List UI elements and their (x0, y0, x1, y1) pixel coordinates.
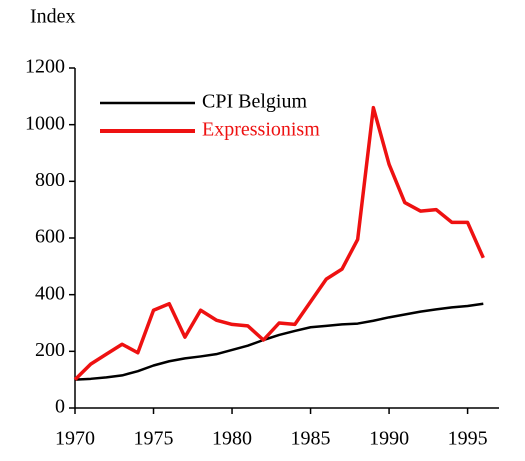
series-line (73, 105, 485, 381)
y-tick-label: 200 (35, 339, 65, 361)
series-line (74, 302, 484, 381)
y-tick-label: 1200 (25, 56, 65, 78)
y-tick-label: 1000 (25, 112, 65, 134)
y-tick-label: 0 (55, 396, 65, 418)
y-tick-label: 400 (35, 282, 65, 304)
x-tick-label: 1970 (55, 428, 95, 450)
y-tick-label: 800 (35, 169, 65, 191)
y-tick-label: 600 (35, 226, 65, 248)
x-tick-label: 1995 (448, 428, 488, 450)
legend-label: CPI Belgium (202, 91, 307, 113)
x-tick-label: 1985 (291, 428, 331, 450)
x-tick-label: 1975 (134, 428, 174, 450)
legend-label: Expressionism (202, 119, 320, 141)
x-tick-label: 1980 (212, 428, 252, 450)
y-axis-label: Index (30, 6, 76, 28)
x-tick-label: 1990 (369, 428, 409, 450)
